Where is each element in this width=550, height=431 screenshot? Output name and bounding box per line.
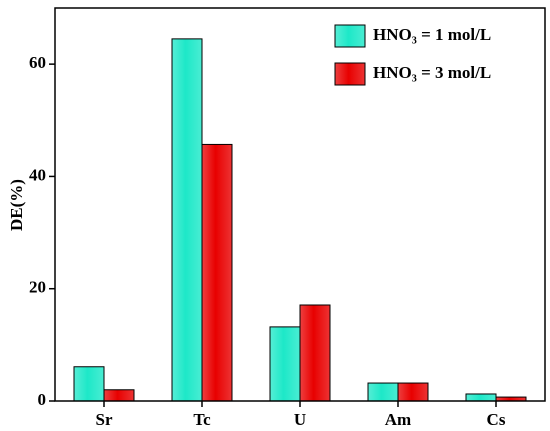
plot-frame xyxy=(54,7,546,402)
bar xyxy=(397,382,429,402)
legend-swatch xyxy=(334,62,366,86)
bar xyxy=(465,393,497,402)
y-tick-label: 20 xyxy=(29,278,46,297)
y-tick-label: 0 xyxy=(38,390,47,409)
x-tick-label: U xyxy=(294,410,306,429)
y-axis-label: DE(%) xyxy=(7,179,26,231)
legend-swatch xyxy=(334,24,366,48)
x-tick-label: Cs xyxy=(487,410,506,429)
y-tick-label: 40 xyxy=(29,165,46,184)
bar xyxy=(103,389,135,402)
x-tick-label: Sr xyxy=(96,410,113,429)
bar xyxy=(299,304,331,402)
bar xyxy=(269,326,301,402)
bar xyxy=(201,143,233,402)
legend-label: HNO₃ = 3 mol/L xyxy=(373,63,491,82)
bar xyxy=(73,366,105,402)
bar xyxy=(367,382,399,402)
x-tick-label: Tc xyxy=(193,410,211,429)
bar xyxy=(171,38,203,402)
legend-label: HNO₃ = 1 mol/L xyxy=(373,25,491,44)
y-tick-label: 60 xyxy=(29,53,46,72)
x-tick-label: Am xyxy=(385,410,411,429)
